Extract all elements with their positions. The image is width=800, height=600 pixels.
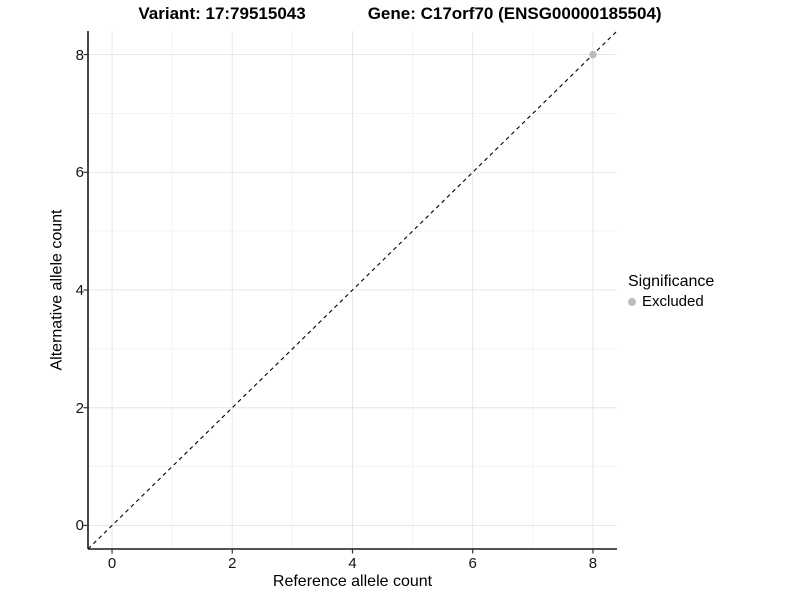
x-tick-label: 8: [588, 555, 598, 572]
legend: Significance Excluded: [628, 272, 714, 311]
title-variant: Variant: 17:79515043: [138, 4, 306, 23]
legend-key-dot: [628, 298, 636, 306]
x-tick-label: 2: [228, 555, 237, 572]
y-tick-label: 2: [75, 399, 84, 417]
legend-title: Significance: [628, 273, 715, 290]
identity-line: [87, 30, 618, 550]
title-gene: Gene: C17orf70 (ENSG00000185504): [367, 4, 662, 23]
data-point-excluded: [589, 50, 597, 59]
x-tick-label: 6: [468, 555, 477, 572]
plot-panel: [83, 30, 618, 554]
legend-item-label: Excluded: [642, 293, 704, 310]
y-tick-label: 4: [75, 282, 84, 299]
legend-item-excluded: Excluded: [628, 293, 714, 311]
y-tick-label: 0: [75, 517, 84, 535]
y-tick-label: 8: [75, 46, 84, 64]
y-axis-title: Alternative allele count: [48, 209, 66, 371]
y-tick-label: 6: [75, 164, 84, 182]
x-axis-title: Reference allele count: [272, 573, 433, 590]
x-tick-label: 4: [348, 555, 357, 572]
plot-title: Variant: 17:79515043 Gene: C17orf70 (ENS…: [0, 4, 800, 23]
x-tick-label: 0: [107, 555, 117, 572]
